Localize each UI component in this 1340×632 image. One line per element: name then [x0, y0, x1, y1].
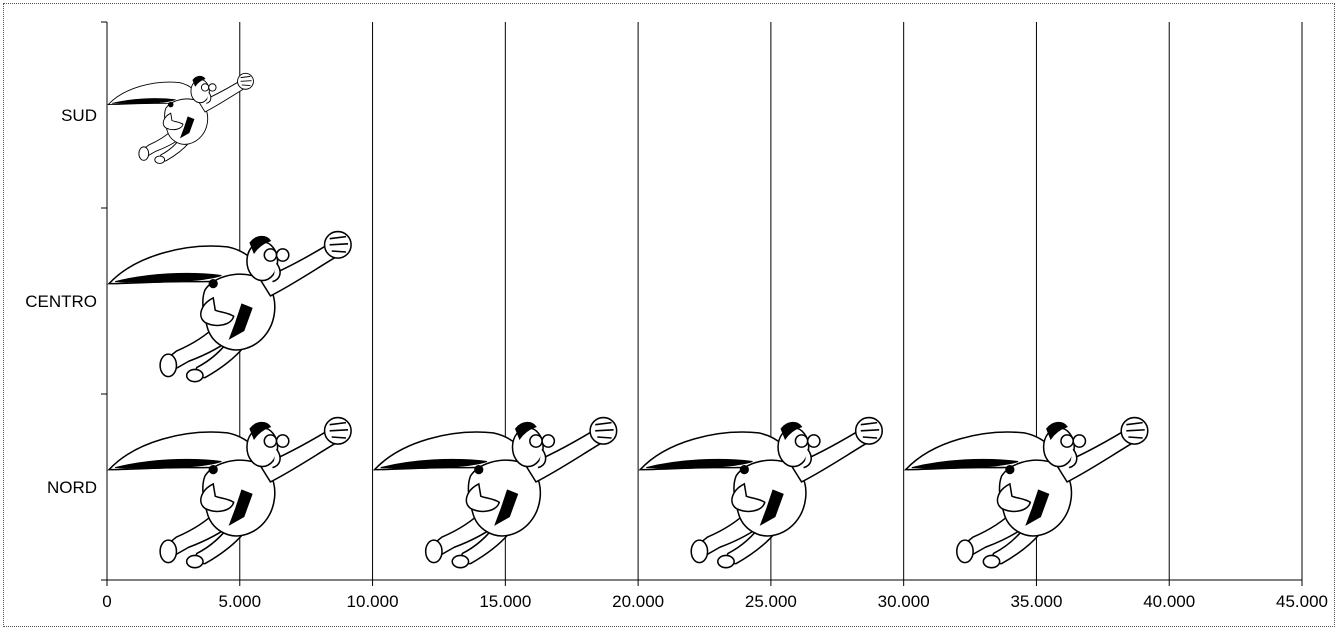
category-label-nord: NORD	[47, 478, 97, 497]
flying-superhero-icon	[108, 230, 352, 383]
flying-superhero-icon	[373, 416, 618, 569]
bar-nord	[108, 416, 1149, 569]
x-tick-label: 15.000	[479, 592, 531, 611]
x-tick-label: 45.000	[1276, 592, 1328, 611]
x-tick-label: 10.000	[347, 592, 399, 611]
x-tick-label: 20.000	[612, 592, 664, 611]
flying-superhero-icon	[107, 72, 254, 164]
x-tick-label: 35.000	[1010, 592, 1062, 611]
category-label-sud: SUD	[61, 106, 97, 125]
flying-superhero-icon	[108, 416, 352, 569]
x-tick-label: 0	[102, 592, 111, 611]
x-tick-label: 5.000	[219, 592, 262, 611]
flying-superhero-icon	[904, 416, 1149, 569]
bar-centro	[108, 230, 352, 383]
chart-frame	[3, 3, 1335, 627]
bar-sud	[107, 72, 254, 164]
x-tick-label: 30.000	[878, 592, 930, 611]
x-tick-label: 25.000	[745, 592, 797, 611]
x-tick-label: 40.000	[1143, 592, 1195, 611]
flying-superhero-icon	[639, 416, 883, 569]
category-label-centro: CENTRO	[25, 292, 97, 311]
